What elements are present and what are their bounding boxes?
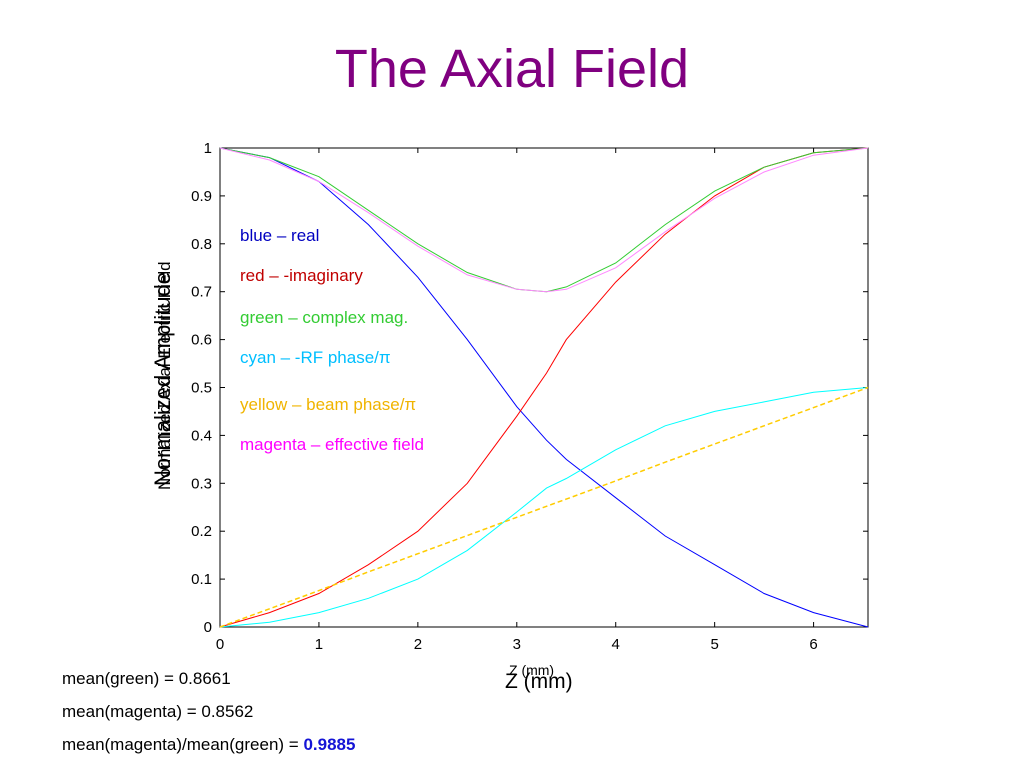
legend-complex-mag: green – complex mag. (240, 308, 409, 327)
mean-magenta-stat: mean(magenta) = 0.8562 (62, 702, 254, 721)
series-line-1 (219, 147, 869, 628)
y-tick-label: 0.9 (191, 188, 212, 205)
y-axis-label-overlay: Normalized Axial Electric Field (155, 261, 174, 490)
legend-effective-field: magenta – effective field (240, 435, 424, 454)
y-tick-label: 0.8 (191, 236, 212, 253)
series-line-3 (219, 387, 869, 628)
x-tick-label: 5 (710, 636, 718, 653)
legend-real: blue – real (240, 226, 320, 245)
ratio-value: 0.9885 (303, 735, 356, 754)
x-tick-label: 4 (612, 636, 620, 653)
x-axis-label-small: Z (mm) (509, 662, 555, 678)
x-tick-label: 2 (414, 636, 422, 653)
y-tick-label: 0 (204, 619, 212, 636)
x-axis-label: Z (mm) (505, 670, 573, 693)
series-line-5 (219, 147, 869, 293)
legend-rf-phase: cyan – -RF phase/π (240, 348, 391, 367)
x-tick-label: 3 (513, 636, 521, 653)
x-tick-label: 0 (216, 636, 224, 653)
y-tick-label: 0.1 (191, 571, 212, 588)
plot-frame (219, 147, 869, 628)
mean-green-stat: mean(green) = 0.8661 (62, 669, 231, 688)
x-tick-label: 6 (809, 636, 817, 653)
y-tick-label: 0.7 (191, 284, 212, 301)
y-tick-label: 0.3 (191, 475, 212, 492)
slide-title: The Axial Field (334, 39, 690, 99)
series-line-0 (219, 147, 869, 628)
ratio-stat: mean(magenta)/mean(green) = 0.9885 (62, 735, 355, 755)
y-tick-label: 0.5 (191, 380, 212, 397)
x-tick-label: 1 (315, 636, 323, 653)
series-line-4 (219, 386, 869, 628)
legend-imaginary: red – -imaginary (240, 266, 363, 285)
ratio-label: mean(magenta)/mean(green) = (62, 735, 304, 754)
y-tick-label: 0.4 (191, 427, 212, 444)
y-tick-label: 0.2 (191, 523, 212, 540)
legend-beam-phase: yellow – beam phase/π (240, 395, 417, 414)
y-tick-label: 1 (204, 140, 212, 157)
y-tick-label: 0.6 (191, 332, 212, 349)
